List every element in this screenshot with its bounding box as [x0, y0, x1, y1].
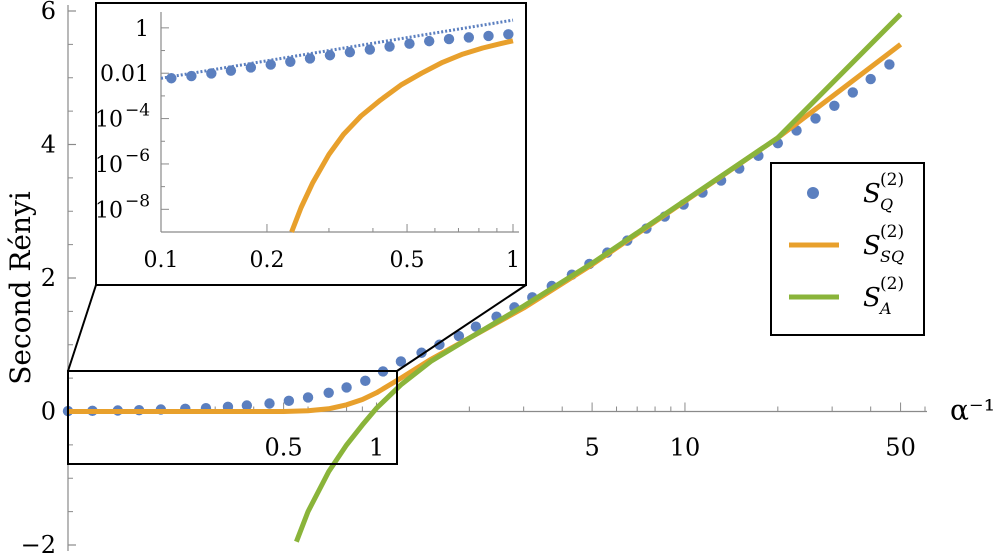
inset-point-q	[245, 62, 257, 73]
inset-y-tick-label: 10	[95, 153, 123, 178]
legend-label-base: S	[863, 179, 881, 209]
main-point-q	[395, 356, 407, 367]
inset-point-q	[423, 35, 435, 47]
y-axis-title: Second Rényi	[4, 191, 37, 385]
inset-point-q	[404, 38, 415, 49]
inset-point-q	[364, 44, 376, 55]
inset-y-tick-label: 10	[95, 198, 123, 223]
main-point-q	[884, 59, 895, 70]
inset-point-q	[285, 56, 296, 67]
zoom-connector-left	[67, 284, 97, 372]
main-point-q	[241, 400, 253, 411]
x-tick-label: 5	[584, 434, 599, 462]
main-point-q	[360, 375, 371, 386]
inset-line-asymptote	[160, 18, 514, 80]
main-point-q	[283, 395, 295, 407]
inset-point-q	[186, 70, 197, 82]
legend-label-sup: (2)	[880, 170, 904, 190]
legend-label-sup: (2)	[880, 222, 904, 242]
main-point-q	[453, 330, 465, 342]
inset-point-q	[166, 73, 177, 84]
x-axis-title: α⁻¹	[950, 394, 995, 427]
inset-y-tick-exponent: −8	[125, 191, 150, 211]
zoom-connector-right	[396, 284, 527, 372]
inset-point-q	[503, 29, 514, 40]
inset-y-tick-label: 10	[95, 108, 123, 133]
legend-label-sub: SQ	[880, 247, 904, 266]
inset-point-q	[463, 32, 475, 43]
inset-x-tick-label: 0.1	[144, 248, 179, 273]
main-point-q	[470, 321, 482, 332]
main-line-a	[294, 12, 903, 543]
legend-label-base: S	[863, 231, 881, 261]
legend-swatch-points	[807, 187, 819, 199]
main-point-q	[341, 382, 352, 393]
inset-x-tick-label: 0.5	[390, 248, 425, 273]
inset-point-q	[443, 33, 455, 45]
legend-frame	[770, 162, 925, 336]
inset-point-q	[265, 59, 276, 70]
main-point-q	[865, 73, 876, 85]
inset-point-q	[324, 50, 336, 61]
x-tick-label: 0.5	[265, 434, 303, 462]
main-point-q	[847, 87, 858, 98]
inset-x-tick-label: 0.2	[249, 248, 284, 273]
y-tick-label: 6	[41, 0, 56, 25]
inset-point-q	[483, 30, 494, 42]
legend-label-sup: (2)	[880, 274, 904, 294]
main-point-q	[323, 387, 334, 399]
inset-y-tick-exponent: −6	[125, 146, 150, 166]
legend-label-sub: A	[878, 299, 892, 318]
y-tick-label: 2	[41, 264, 56, 292]
inset-point-q	[225, 65, 237, 76]
inset-zoom-guides	[67, 284, 527, 465]
x-tick-label: 50	[885, 434, 916, 462]
inset-point-q	[384, 41, 395, 52]
legend-label-base: S	[863, 283, 881, 313]
inset-frame	[95, 2, 527, 286]
main-point-q	[810, 113, 821, 124]
inset-point-q	[344, 46, 356, 58]
main-series	[62, 12, 903, 543]
inset-line-s-sq-2-	[289, 38, 514, 233]
inset-y-tick-label: 1	[135, 17, 149, 42]
legend: S (2)QS (2)SQS (2)A	[770, 162, 925, 336]
inset-point-q	[206, 68, 217, 79]
main-point-q	[302, 392, 314, 403]
zoom-rectangle	[67, 370, 398, 465]
inset-y-tick-label: 0.01	[100, 62, 149, 87]
main-point-q	[829, 100, 840, 111]
y-tick-label: 0	[41, 398, 56, 426]
inset-point-q	[304, 53, 316, 64]
inset-x-tick-label: 1	[506, 248, 520, 273]
main-axis-ticks: −2 0 2 4 6 0.5 1 5 10 50	[21, 0, 926, 556]
y-tick-label: 4	[41, 131, 56, 159]
y-tick-label: −2	[21, 531, 56, 556]
main-point-q	[264, 398, 275, 409]
x-tick-label: 10	[670, 434, 701, 462]
inset-y-tick-exponent: −4	[125, 101, 150, 121]
legend-label-sub: Q	[880, 195, 893, 214]
x-tick-label: 1	[369, 434, 384, 462]
